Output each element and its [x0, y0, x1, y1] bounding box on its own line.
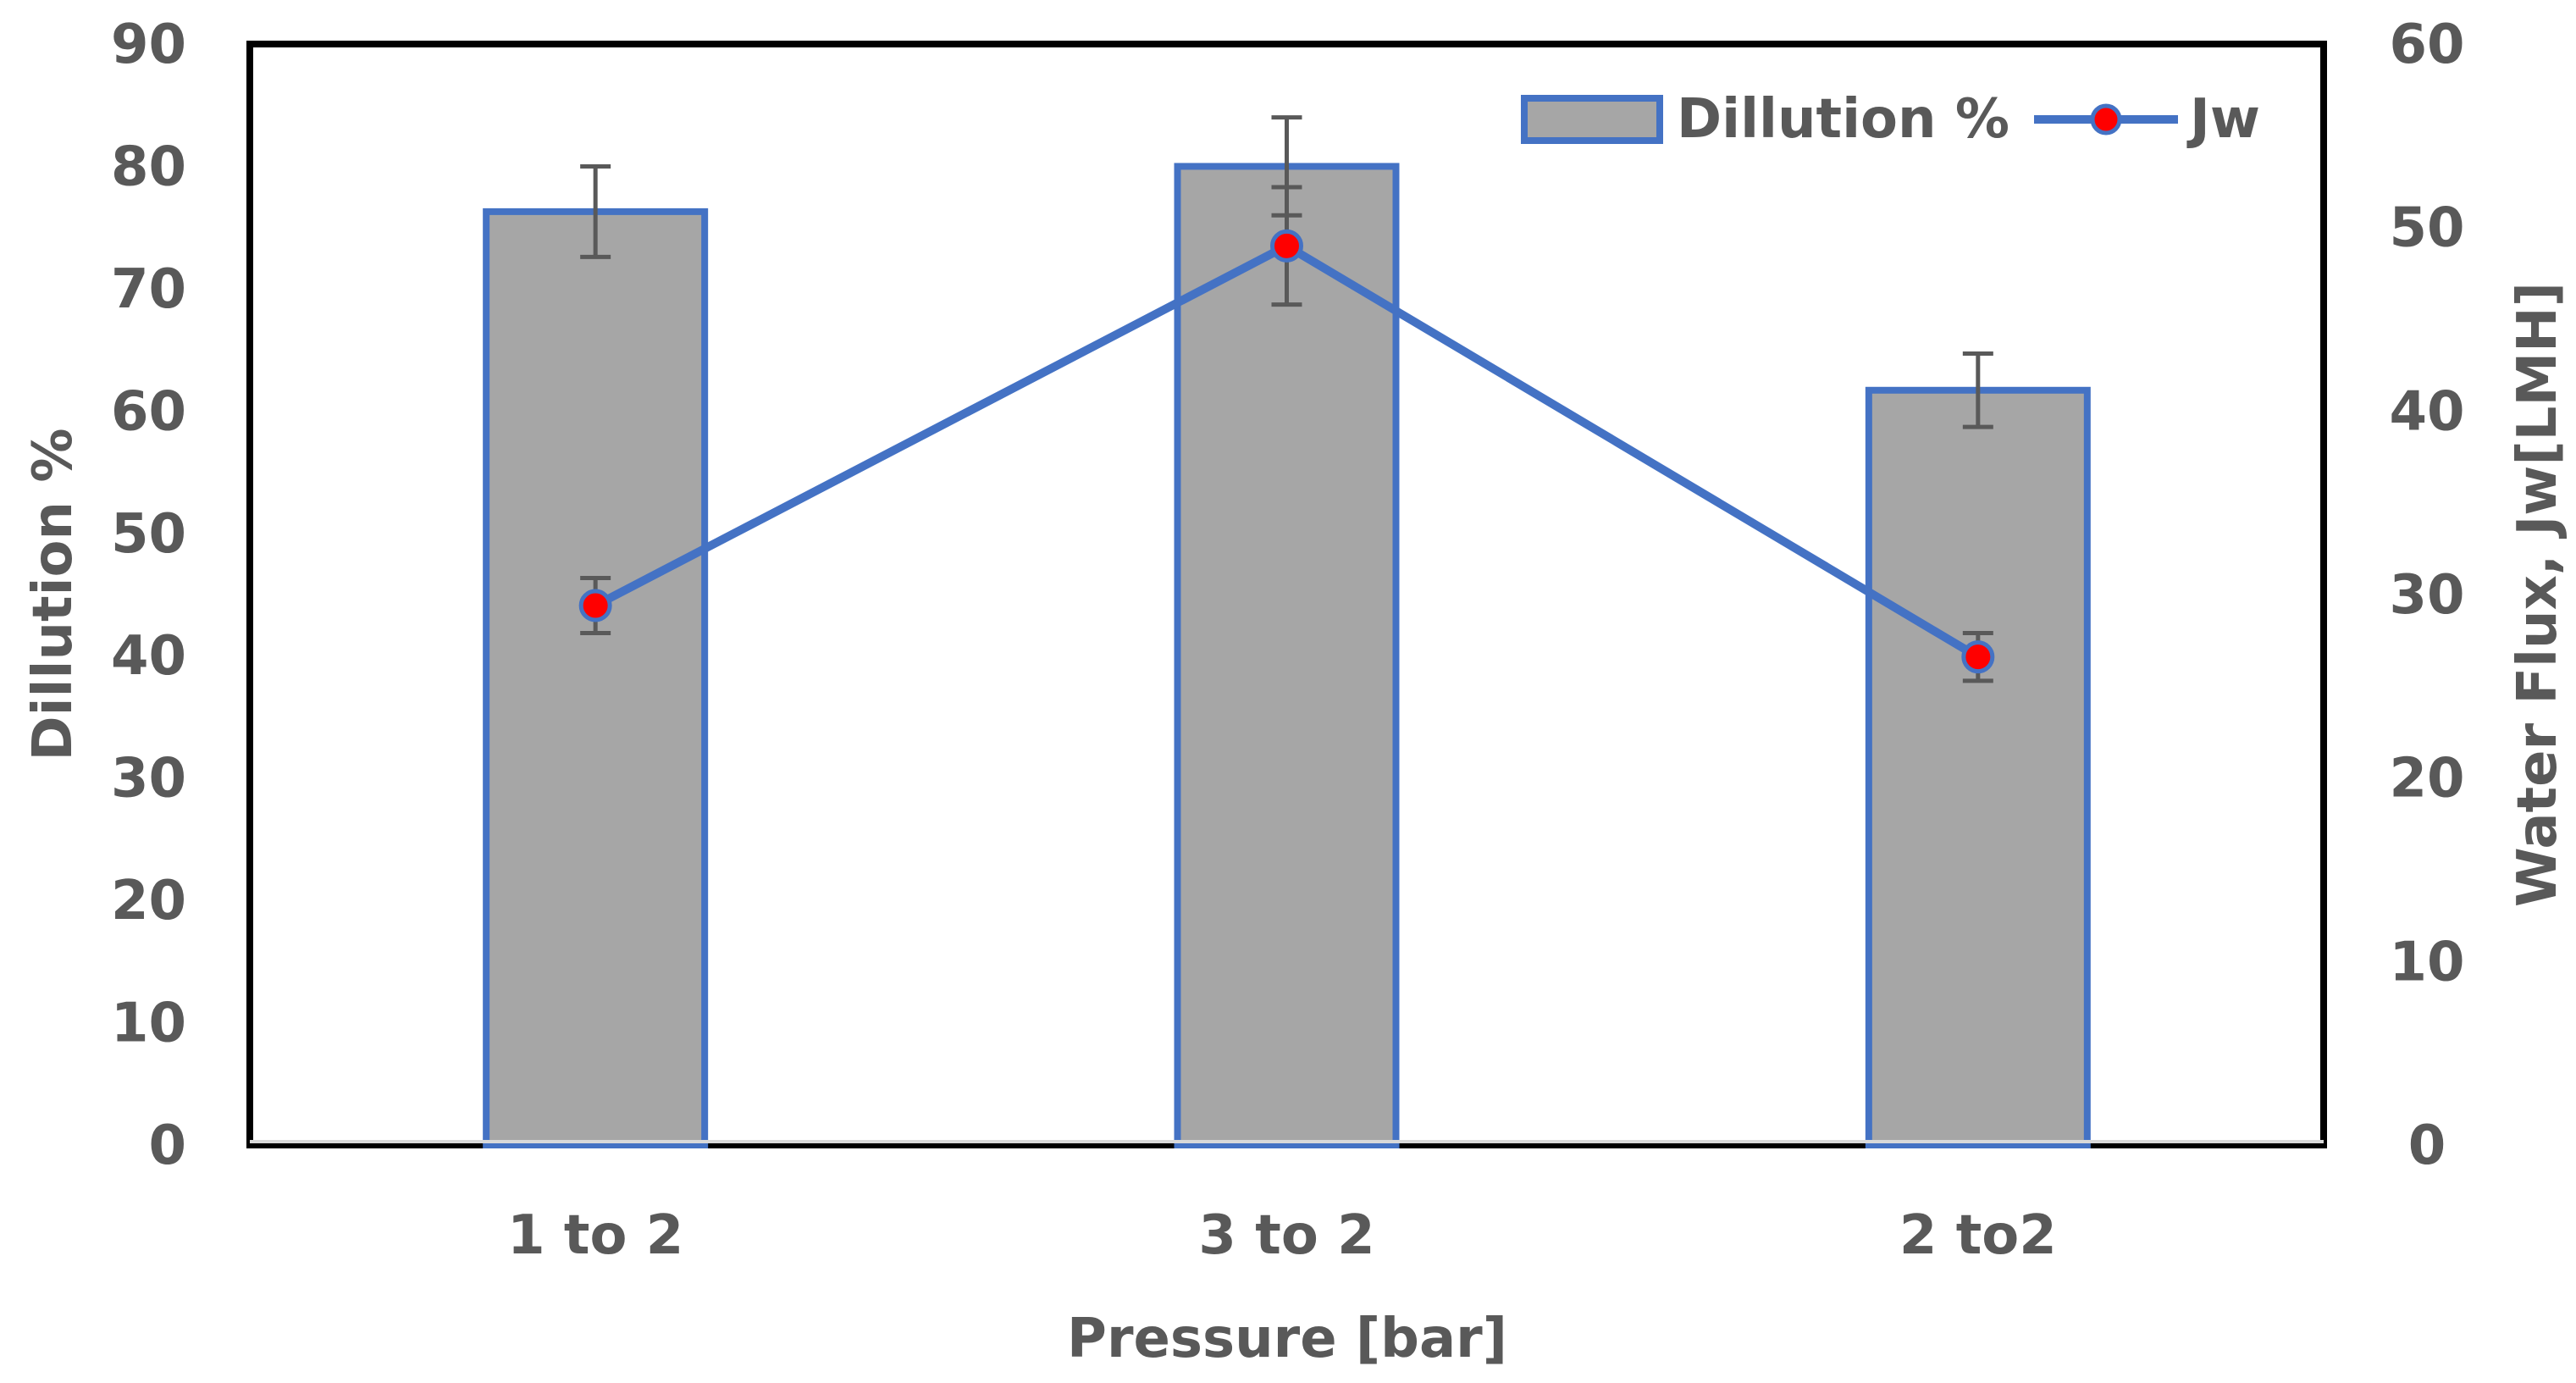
legend-label-dillution: Dillution % — [1677, 88, 2009, 151]
bar-dillution-3 — [1865, 386, 2091, 1148]
y-tick-label-30: 30 — [111, 748, 186, 810]
y-tick-label-50: 50 — [111, 503, 186, 566]
jw-series-layer — [578, 185, 1995, 683]
bar-dillution-2 — [1174, 163, 1400, 1148]
y-tick-label-40: 40 — [111, 625, 186, 688]
y2-axis-title: Water Flux, Jw[LMH] — [2507, 282, 2569, 907]
y-tick-label-70: 70 — [111, 258, 186, 321]
y-tick-label-60: 60 — [111, 380, 186, 443]
bar-dillution-1 — [483, 207, 709, 1148]
y2-tick-label-0: 0 — [2408, 1115, 2446, 1177]
legend-marker-jw — [2090, 103, 2122, 136]
legend-swatch-dillution — [1521, 95, 1663, 144]
x-tick-label-2: 3 to 2 — [1198, 1204, 1374, 1267]
bars-layer — [483, 115, 2091, 1148]
x-axis-title: Pressure [bar] — [1067, 1308, 1507, 1370]
y2-tick-label-30: 30 — [2389, 564, 2464, 627]
jw-marker-1 — [578, 589, 612, 622]
y2-tick-label-10: 10 — [2389, 931, 2464, 993]
bar-error-bar-3 — [1962, 351, 1993, 429]
y-tick-label-80: 80 — [111, 136, 186, 198]
axes-layer: 0 10 20 30 40 50 60 70 80 90 0 10 20 30 40 50 60 1 to 2 3 … — [111, 14, 2465, 1267]
y-tick-label-10: 10 — [111, 993, 186, 1055]
y2-tick-label-50: 50 — [2389, 197, 2464, 260]
bar-error-bar-1 — [580, 163, 611, 259]
jw-marker-3 — [1961, 640, 1995, 674]
x-tick-label-3: 2 to2 — [1899, 1204, 2057, 1267]
y2-tick-label-40: 40 — [2389, 380, 2464, 443]
jw-marker-2 — [1270, 229, 1303, 263]
y2-tick-label-20: 20 — [2389, 748, 2464, 810]
y-axis-title: Dillution % — [22, 429, 85, 761]
x-tick-label-1: 1 to 2 — [507, 1204, 683, 1267]
legend-label-jw: Jw — [2186, 88, 2260, 151]
y2-tick-label-60: 60 — [2389, 14, 2464, 76]
y-tick-label-20: 20 — [111, 870, 186, 932]
y-tick-label-0: 0 — [148, 1115, 186, 1177]
y-tick-label-90: 90 — [111, 14, 186, 76]
legend: Dillution % Jw — [1521, 88, 2260, 151]
